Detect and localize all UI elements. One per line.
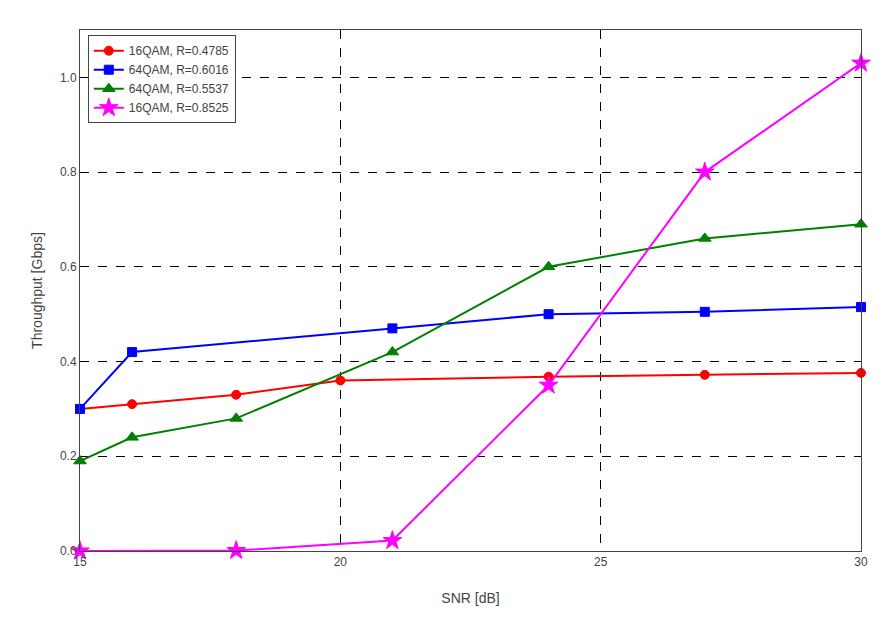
- svg-text:0.4: 0.4: [60, 355, 77, 369]
- svg-text:30: 30: [854, 555, 868, 569]
- svg-text:16QAM, R=0.8525: 16QAM, R=0.8525: [129, 101, 229, 115]
- svg-text:0.0: 0.0: [60, 544, 77, 558]
- svg-text:15: 15: [73, 555, 87, 569]
- svg-text:0.2: 0.2: [60, 449, 77, 463]
- svg-text:64QAM, R=0.5537: 64QAM, R=0.5537: [129, 82, 229, 96]
- svg-text:0.8: 0.8: [60, 165, 77, 179]
- svg-text:SNR [dB]: SNR [dB]: [441, 590, 499, 606]
- svg-text:25: 25: [594, 555, 608, 569]
- svg-text:Throughput [Gbps]: Throughput [Gbps]: [29, 232, 45, 349]
- svg-text:16QAM, R=0.4785: 16QAM, R=0.4785: [129, 44, 229, 58]
- svg-text:20: 20: [334, 555, 348, 569]
- svg-text:0.6: 0.6: [60, 260, 77, 274]
- svg-text:64QAM, R=0.6016: 64QAM, R=0.6016: [129, 63, 229, 77]
- svg-text:1.0: 1.0: [60, 71, 77, 85]
